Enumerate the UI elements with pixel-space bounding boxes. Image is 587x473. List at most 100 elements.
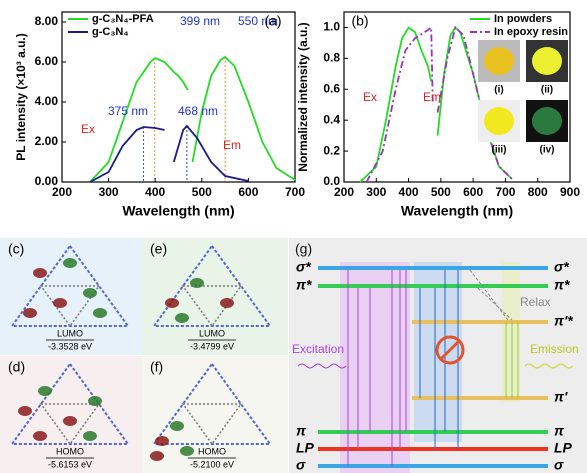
panel-label: (d) [8, 359, 25, 375]
y-tick-label: 0.2 [323, 143, 340, 157]
orbital-lobe [175, 313, 189, 323]
y-tick-label: 0.8 [323, 51, 340, 65]
x-tick-label: 700 [495, 185, 515, 199]
inset-sample [532, 47, 562, 75]
inset-label: (iv) [540, 145, 555, 156]
annotation: Em [223, 138, 241, 152]
x-tick-label: 900 [560, 185, 580, 199]
annotation: 399 nm [180, 14, 220, 28]
emission-band [502, 262, 520, 402]
y-tick-label: 6.00 [35, 54, 59, 68]
x-tick-label: 300 [366, 185, 386, 199]
orbital-lobe [63, 416, 77, 426]
level-label: π [296, 423, 307, 439]
level-label: π'* [554, 313, 573, 329]
x-axis-title: Wavelength (nm) [122, 203, 234, 219]
annotation: 468 nm [178, 104, 218, 118]
excitation-label: Excitation [292, 342, 344, 356]
level-label: π* [554, 277, 570, 293]
annotation: 375 nm [108, 104, 148, 118]
figure: (c) LUMO -3.3528 eV (e) LUMO -3.4799 eV (d) HOM… [0, 0, 587, 473]
x-tick-label: 400 [399, 185, 419, 199]
orbital-lobe [150, 451, 164, 461]
orbital-name: HOMO [198, 446, 226, 456]
inset-label: (i) [494, 85, 503, 96]
level-label: σ* [554, 259, 569, 275]
orbital-lobe [83, 288, 97, 298]
annotation: Em [423, 90, 441, 104]
orbital-lobe [23, 308, 37, 318]
x-tick-label: 700 [285, 185, 305, 199]
orbital-lobe [155, 436, 169, 446]
orbital-energy: -3.3528 eV [48, 341, 92, 351]
y-tick-label: 0.4 [323, 112, 340, 126]
y-axis-title: PL intensity (×10³ a.u.) [14, 33, 28, 160]
orbital-name: HOMO [56, 446, 84, 456]
x-tick-label: 800 [528, 185, 548, 199]
inset-sample [532, 107, 562, 135]
x-tick-label: 500 [192, 185, 212, 199]
x-tick-label: 600 [238, 185, 258, 199]
level-label: σ* [296, 259, 311, 275]
panel-label: (g) [295, 241, 312, 257]
x-axis-title: Wavelength (nm) [401, 203, 513, 219]
x-tick-label: 300 [99, 185, 119, 199]
y-tick-label: 4.00 [35, 94, 59, 108]
inset-label: (iii) [492, 145, 507, 156]
y-tick-label: 2.00 [35, 134, 59, 148]
orbital-lobe [18, 406, 32, 416]
relax-label: Relax [520, 295, 551, 309]
level-label: LP [296, 440, 315, 456]
orbital-lobe [33, 268, 47, 278]
orbital-lobe [165, 298, 179, 308]
level-label: π' [554, 389, 568, 405]
series-line [90, 57, 295, 182]
orbital-energy: -5.6153 eV [48, 459, 92, 469]
orbital-lobe [53, 298, 67, 308]
panel-label: (f) [150, 359, 163, 375]
x-tick-label: 400 [145, 185, 165, 199]
orbital-name: LUMO [199, 328, 225, 338]
x-tick-label: 500 [431, 185, 451, 199]
orbital-lobe [33, 431, 47, 441]
orbital-lobe [83, 431, 97, 441]
inset-label: (ii) [541, 85, 553, 96]
orbital-energy: -3.4799 eV [190, 341, 234, 351]
y-tick-label: 8.00 [35, 14, 59, 28]
orbital-energy: -5.2100 eV [190, 459, 234, 469]
orbital-lobe [63, 258, 77, 268]
orbital-name: LUMO [57, 328, 83, 338]
annotation: Ex [81, 122, 95, 136]
inset-sample [484, 47, 514, 75]
orbital-lobe [88, 396, 102, 406]
level-label: LP [554, 440, 573, 456]
y-tick-label: 1.0 [323, 20, 340, 34]
y-tick-label: 0.0 [323, 174, 340, 188]
x-tick-label: 600 [463, 185, 483, 199]
legend-label: In powders [494, 13, 552, 25]
y-tick-label: 0.00 [35, 174, 59, 188]
legend-label: g-C₃N₄-PFA [92, 13, 154, 25]
level-label: π [554, 423, 565, 439]
y-tick-label: 0.6 [323, 81, 340, 95]
y-axis-title: Normalized intensity (a.u.) [296, 22, 310, 171]
annotation: Ex [363, 90, 377, 104]
orbital-lobe [190, 278, 204, 288]
panel-label: (b) [351, 13, 368, 29]
inset-sample [484, 107, 514, 135]
emission-label: Emission [530, 342, 579, 356]
orbital-lobe [93, 308, 107, 318]
legend-label: g-C₃N₄ [92, 26, 129, 38]
orbital-lobe [180, 446, 194, 456]
level-label: π* [296, 277, 312, 293]
level-label: σ [296, 457, 306, 473]
level-label: σ [554, 457, 564, 473]
panel-label: (e) [150, 241, 167, 257]
panel-label: (a) [264, 13, 281, 29]
page: (c) LUMO -3.3528 eV (e) LUMO -3.4799 eV (d) HOM… [0, 0, 587, 473]
panel-label: (c) [8, 241, 24, 257]
legend-label: In epoxy resin [494, 26, 568, 38]
